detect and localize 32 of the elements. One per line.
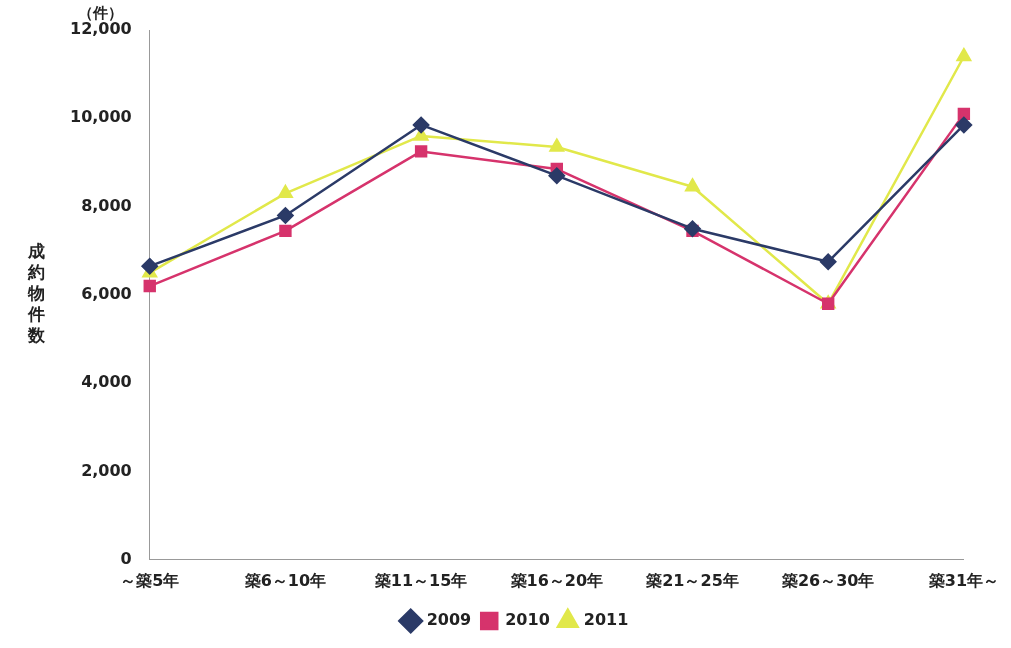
point bbox=[819, 253, 837, 271]
y-tick-label: 0 bbox=[120, 548, 132, 568]
point bbox=[955, 116, 973, 134]
x-tick-label: 築26～30年 bbox=[780, 570, 875, 590]
legend-label: 2011 bbox=[583, 610, 629, 630]
y-tick-label: 10,000 bbox=[69, 107, 132, 127]
point bbox=[277, 207, 294, 224]
point bbox=[143, 279, 156, 293]
point bbox=[414, 145, 428, 158]
x-tick-label: 築21～25年 bbox=[645, 570, 739, 590]
point bbox=[279, 224, 292, 238]
point bbox=[685, 178, 700, 192]
legend-label: 2009 bbox=[426, 610, 472, 630]
text: （件） bbox=[77, 3, 123, 22]
legend-label: 2010 bbox=[505, 610, 550, 630]
point bbox=[548, 167, 566, 184]
point bbox=[684, 220, 701, 237]
x-tick-label: 築6～10年 bbox=[243, 570, 327, 590]
y-tick-label: 8,000 bbox=[81, 195, 132, 215]
point bbox=[278, 185, 293, 199]
x-tick-label: 築16～20年 bbox=[509, 570, 604, 590]
point bbox=[141, 257, 158, 275]
x-tick-label: 築31年～ bbox=[927, 570, 999, 590]
y-axis-title: 成約物件数 bbox=[26, 241, 46, 346]
y-tick-label: 6,000 bbox=[81, 284, 132, 304]
x-tick-label: ～築5年 bbox=[120, 570, 180, 590]
y-tick-label: 2,000 bbox=[81, 460, 132, 480]
point bbox=[549, 138, 565, 152]
point bbox=[412, 116, 430, 134]
y-tick-label: 4,000 bbox=[81, 372, 132, 392]
point bbox=[956, 48, 972, 62]
x-tick-label: 築11～15年 bbox=[373, 570, 468, 590]
